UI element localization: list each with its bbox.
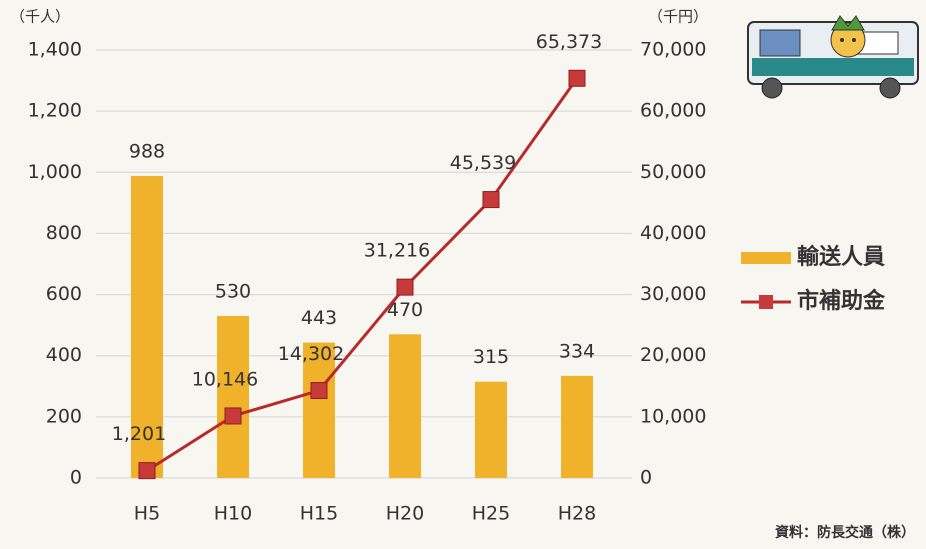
bar [217, 316, 249, 478]
line-value-label: 65,373 [536, 31, 602, 53]
line-value-label: 1,201 [112, 423, 166, 445]
line-value-label: 10,146 [192, 368, 258, 390]
y2-tick-label: 30,000 [640, 283, 706, 305]
legend-label: 輸送人員 [797, 244, 885, 270]
y2-tick-label: 0 [640, 467, 652, 489]
x-tick-label: H10 [214, 503, 252, 525]
y2-tick-label: 50,000 [640, 161, 706, 183]
x-tick-label: H5 [134, 503, 160, 525]
bar-value-label: 315 [473, 346, 509, 368]
line-marker [311, 383, 327, 399]
line-value-label: 14,302 [278, 343, 344, 365]
line-marker [139, 463, 155, 479]
y2-tick-label: 40,000 [640, 222, 706, 244]
line-value-label: 45,539 [450, 152, 516, 174]
bar-value-label: 530 [215, 280, 251, 302]
y-tick-label: 400 [46, 344, 82, 366]
line-marker [225, 408, 241, 424]
y2-axis-label: （千円） [648, 8, 708, 26]
y-tick-label: 200 [46, 405, 82, 427]
legend-label: 市補助金 [797, 288, 886, 314]
x-tick-label: H20 [386, 503, 424, 525]
bar [389, 334, 421, 478]
bar-value-label: 443 [301, 307, 337, 329]
y-tick-label: 0 [70, 467, 82, 489]
y2-tick-label: 70,000 [640, 39, 706, 61]
bar-value-label: 334 [559, 340, 595, 362]
y-tick-label: 1,000 [28, 161, 82, 183]
line-marker [569, 70, 585, 86]
source: 資料：防長交通（株） [775, 524, 915, 541]
x-tick-label: H15 [300, 503, 338, 525]
legend-swatch [741, 252, 791, 264]
chart: （千人） （千円） 資料：防長交通（株） 0 200 400 600 800 1,000 1… [0, 0, 926, 549]
line-marker [397, 279, 413, 295]
x-tick-label: H28 [558, 503, 596, 525]
legend-swatch [759, 295, 773, 309]
line-marker [483, 192, 499, 208]
x-tick-label: H25 [472, 503, 510, 525]
y-tick-label: 1,200 [28, 100, 82, 122]
y2-tick-label: 60,000 [640, 100, 706, 122]
y2-tick-label: 10,000 [640, 405, 706, 427]
bar [561, 376, 593, 478]
y2-tick-label: 20,000 [640, 344, 706, 366]
y-axis-label: （千人） [10, 8, 70, 26]
y-tick-label: 1,400 [28, 39, 82, 61]
line-value-label: 31,216 [364, 240, 430, 262]
bar [475, 382, 507, 478]
y-tick-label: 800 [46, 222, 82, 244]
y-tick-label: 600 [46, 283, 82, 305]
bar-value-label: 988 [129, 140, 165, 162]
